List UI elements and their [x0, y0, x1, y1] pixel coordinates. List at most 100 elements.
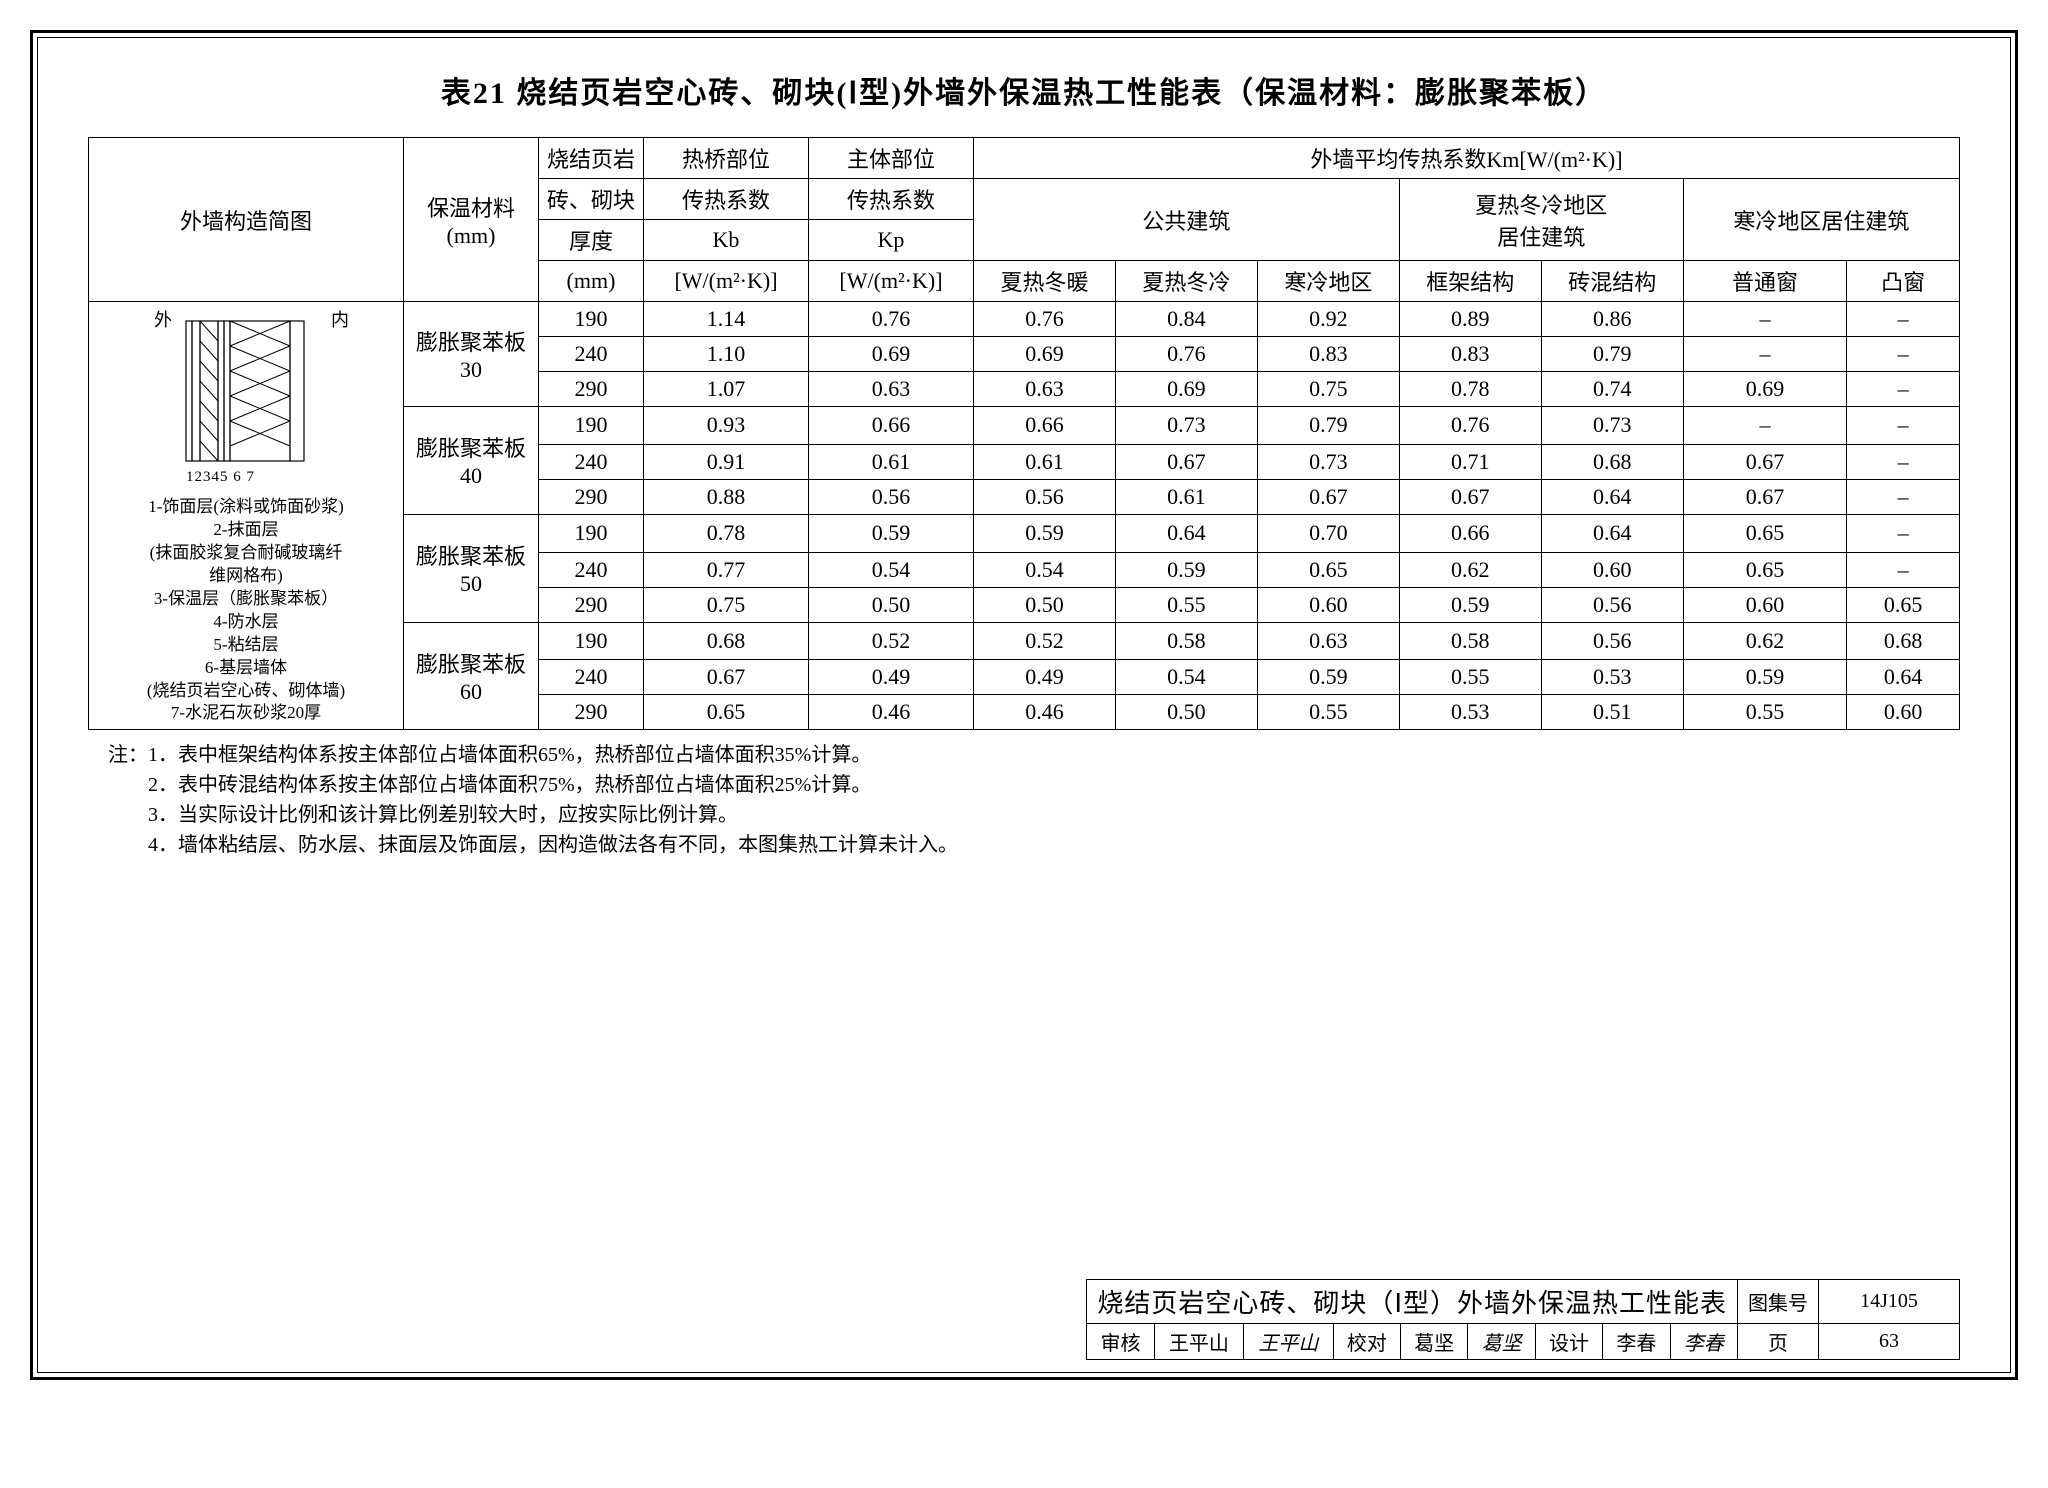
val-cell: – [1683, 337, 1846, 372]
title-block: 烧结页岩空心砖、砌块（Ⅰ型）外墙外保温热工性能表 图集号 14J105 审核 王… [1086, 1279, 1960, 1360]
thk-cell: 240 [539, 552, 644, 587]
tb-check-l: 校对 [1333, 1324, 1400, 1360]
h-thk2: 砖、砌块 [539, 179, 644, 220]
val-cell: 0.68 [1541, 444, 1683, 479]
svg-text:内: 内 [331, 310, 349, 330]
val-cell: 0.56 [973, 479, 1115, 514]
legend-line: 3-保温层（膨胀聚苯板） [91, 588, 401, 611]
kp-cell: 0.63 [808, 372, 973, 407]
tb-name: 烧结页岩空心砖、砌块（Ⅰ型）外墙外保温热工性能表 [1087, 1280, 1738, 1324]
thk-cell: 240 [539, 337, 644, 372]
notes-label: 注： [108, 744, 148, 766]
h-kb3: Kb [644, 220, 809, 261]
val-cell: 0.50 [1115, 695, 1257, 730]
val-cell: 0.66 [1399, 514, 1541, 552]
val-cell: 0.50 [973, 587, 1115, 622]
inner-frame: 表21 烧结页岩空心砖、砌块(Ⅰ型)外墙外保温热工性能表（保温材料：膨胀聚苯板）… [37, 37, 2011, 1373]
val-cell: 0.65 [1257, 552, 1399, 587]
val-cell: – [1683, 302, 1846, 337]
val-cell: 0.76 [973, 302, 1115, 337]
kp-cell: 0.76 [808, 302, 973, 337]
val-cell: 0.69 [1115, 372, 1257, 407]
val-cell: 0.55 [1399, 660, 1541, 695]
val-cell: 0.64 [1847, 660, 1960, 695]
val-cell: 0.76 [1115, 337, 1257, 372]
thk-cell: 290 [539, 695, 644, 730]
legend-line: (烧结页岩空心砖、砌体墙) [91, 680, 401, 703]
kp-cell: 0.56 [808, 479, 973, 514]
val-cell: 0.60 [1257, 587, 1399, 622]
h-frame: 框架结构 [1399, 261, 1541, 302]
val-cell: 0.54 [1115, 660, 1257, 695]
tb-design-l: 设计 [1535, 1324, 1602, 1360]
kp-cell: 0.69 [808, 337, 973, 372]
kp-cell: 0.50 [808, 587, 973, 622]
thk-cell: 290 [539, 587, 644, 622]
val-cell: 0.68 [1847, 622, 1960, 660]
h-thk1: 烧结页岩 [539, 138, 644, 179]
val-cell: 0.65 [1683, 514, 1846, 552]
wall-diagram-svg: 外 内 12345 6 7 [136, 306, 356, 486]
svg-text:12345 6 7: 12345 6 7 [186, 469, 255, 485]
h-bay: 凸窗 [1847, 261, 1960, 302]
legend-line: 1-饰面层(涂料或饰面砂浆) [91, 496, 401, 519]
kp-cell: 0.46 [808, 695, 973, 730]
val-cell: 0.83 [1257, 337, 1399, 372]
h-hw: 夏热冬暖 [973, 261, 1115, 302]
val-cell: 0.55 [1257, 695, 1399, 730]
val-cell: – [1847, 514, 1960, 552]
h-thk4: (mm) [539, 261, 644, 302]
thk-cell: 190 [539, 302, 644, 337]
val-cell: 0.73 [1115, 407, 1257, 445]
val-cell: 0.59 [1399, 587, 1541, 622]
val-cell: 0.86 [1541, 302, 1683, 337]
thk-cell: 190 [539, 514, 644, 552]
tb-check-n: 葛坚 [1401, 1324, 1468, 1360]
material-cell: 膨胀聚苯板 50 [404, 514, 539, 622]
legend-line: 5-粘结层 [91, 634, 401, 657]
kp-cell: 0.66 [808, 407, 973, 445]
val-cell: 0.71 [1399, 444, 1541, 479]
val-cell: 0.79 [1257, 407, 1399, 445]
page-title: 表21 烧结页岩空心砖、砌块(Ⅰ型)外墙外保温热工性能表（保温材料：膨胀聚苯板） [88, 68, 1960, 112]
legend-line: 6-基层墙体 [91, 657, 401, 680]
material-cell: 膨胀聚苯板 60 [404, 622, 539, 730]
tb-review-l: 审核 [1087, 1324, 1154, 1360]
diagram-cell: 外 内 12345 6 7 1-饰面层(涂料或饰面砂浆)2-抹面层(抹面胶浆复合… [89, 302, 404, 730]
val-cell: 0.59 [1683, 660, 1846, 695]
val-cell: 0.63 [973, 372, 1115, 407]
kb-cell: 0.67 [644, 660, 809, 695]
outer-frame: 表21 烧结页岩空心砖、砌块(Ⅰ型)外墙外保温热工性能表（保温材料：膨胀聚苯板）… [30, 30, 2018, 1380]
tb-code-label: 图集号 [1738, 1280, 1819, 1324]
legend-line: (抹面胶浆复合耐碱玻璃纤 [91, 542, 401, 565]
kb-cell: 0.65 [644, 695, 809, 730]
kp-cell: 0.59 [808, 514, 973, 552]
val-cell: 0.49 [973, 660, 1115, 695]
val-cell: 0.55 [1683, 695, 1846, 730]
kb-cell: 0.88 [644, 479, 809, 514]
kb-cell: 0.68 [644, 622, 809, 660]
val-cell: 0.69 [1683, 372, 1846, 407]
kb-cell: 0.77 [644, 552, 809, 587]
kp-cell: 0.49 [808, 660, 973, 695]
h-cold: 寒冷地区 [1257, 261, 1399, 302]
val-cell: 0.67 [1115, 444, 1257, 479]
legend-line: 2-抹面层 [91, 519, 401, 542]
val-cell: 0.56 [1541, 587, 1683, 622]
thk-cell: 290 [539, 372, 644, 407]
legend-line: 维网格布) [91, 565, 401, 588]
val-cell: 0.52 [973, 622, 1115, 660]
val-cell: 0.73 [1257, 444, 1399, 479]
val-cell: 0.60 [1847, 695, 1960, 730]
val-cell: 0.55 [1115, 587, 1257, 622]
val-cell: – [1847, 407, 1960, 445]
thk-cell: 290 [539, 479, 644, 514]
tb-review-s: 王平山 [1244, 1324, 1333, 1360]
tb-review-n: 王平山 [1154, 1324, 1243, 1360]
tb-design-s: 李春 [1670, 1324, 1737, 1360]
tb-check-s: 葛坚 [1468, 1324, 1535, 1360]
h-win: 普通窗 [1683, 261, 1846, 302]
thk-cell: 240 [539, 444, 644, 479]
h-kp2: 传热系数 [808, 179, 973, 220]
val-cell: 0.67 [1683, 479, 1846, 514]
